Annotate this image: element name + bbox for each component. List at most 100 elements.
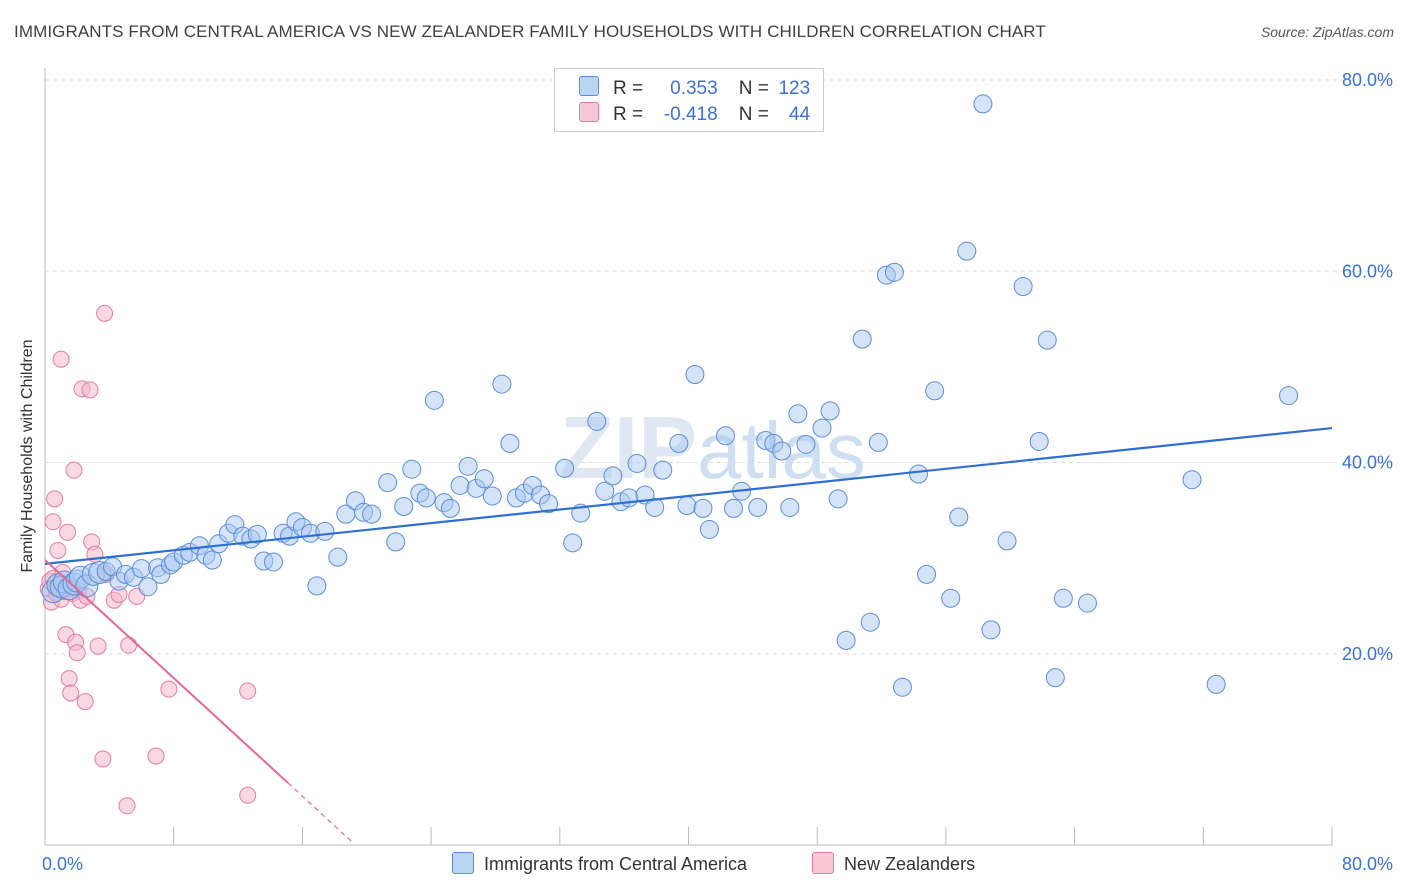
data-point-new-zealanders — [118, 797, 136, 815]
trend-line-new-zealanders-extension — [287, 782, 353, 843]
data-point-central-america — [957, 241, 977, 261]
data-point-central-america — [394, 496, 414, 516]
data-point-central-america — [884, 262, 904, 282]
data-point-central-america — [852, 329, 872, 349]
data-point-central-america — [693, 498, 713, 518]
data-point-new-zealanders — [160, 680, 178, 698]
data-point-central-america — [402, 459, 422, 479]
data-point-central-america — [315, 521, 335, 541]
data-point-new-zealanders — [46, 490, 64, 508]
legend-n-label: N = — [738, 104, 769, 125]
data-point-central-america — [482, 486, 502, 506]
data-point-central-america — [587, 411, 607, 431]
data-point-central-america — [860, 612, 880, 632]
data-point-central-america — [555, 458, 575, 478]
legend-row-central-america: R = 0.353 N = 123 — [579, 76, 810, 100]
data-point-central-america — [307, 576, 327, 596]
data-point-central-america — [685, 365, 705, 385]
data-point-central-america — [202, 550, 222, 570]
y-tick-label: 80.0% — [1342, 70, 1393, 90]
data-point-central-america — [500, 433, 520, 453]
data-point-new-zealanders — [52, 350, 70, 368]
legend-r-value: 0.353 — [670, 78, 718, 99]
data-point-central-america — [917, 564, 937, 584]
data-point-central-america — [981, 620, 1001, 640]
data-point-central-america — [868, 432, 888, 452]
y-tick-label: 60.0% — [1342, 261, 1393, 281]
legend-swatch-blue — [452, 852, 474, 874]
data-point-new-zealanders — [76, 693, 94, 711]
data-point-central-america — [132, 559, 152, 579]
data-point-central-america — [925, 381, 945, 401]
legend-label: New Zealanders — [844, 854, 976, 874]
legend-r-label: R = — [613, 104, 644, 125]
data-point-central-america — [440, 498, 460, 518]
x-tick-label: 80.0% — [1342, 854, 1393, 874]
data-point-central-america — [138, 577, 158, 597]
legend-r-value: -0.418 — [663, 104, 718, 125]
legend-item-new-zealanders: New Zealanders — [812, 852, 975, 875]
data-point-central-america — [1206, 674, 1226, 694]
data-point-central-america — [892, 677, 912, 697]
source-label: Source: ZipAtlas.com — [1260, 24, 1394, 40]
data-point-central-america — [1045, 668, 1065, 688]
data-point-central-america — [1053, 588, 1073, 608]
data-point-central-america — [949, 507, 969, 527]
data-point-central-america — [450, 475, 470, 495]
data-point-central-america — [836, 630, 856, 650]
y-tick-label: 20.0% — [1342, 644, 1393, 664]
data-point-new-zealanders — [62, 684, 80, 702]
axes — [44, 68, 1333, 846]
data-point-central-america — [724, 498, 744, 518]
legend-row-new-zealanders: R = -0.418 N = 44 — [579, 102, 810, 126]
data-point-new-zealanders — [239, 682, 257, 700]
data-point-new-zealanders — [89, 637, 107, 655]
data-point-central-america — [1077, 593, 1097, 613]
data-point-central-america — [828, 489, 848, 509]
data-point-central-america — [627, 453, 647, 473]
legend-n-value: 123 — [778, 78, 811, 99]
data-point-central-america — [941, 588, 961, 608]
data-point-central-america — [247, 524, 267, 544]
data-point-central-america — [1182, 470, 1202, 490]
data-point-new-zealanders — [147, 747, 165, 765]
legend-swatch-blue — [579, 76, 599, 96]
data-point-central-america — [669, 433, 689, 453]
data-point-new-zealanders — [96, 304, 114, 322]
data-point-central-america — [1037, 330, 1057, 350]
data-point-central-america — [492, 374, 512, 394]
data-point-central-america — [263, 552, 283, 572]
data-point-central-america — [677, 496, 697, 516]
data-point-central-america — [820, 401, 840, 421]
data-point-central-america — [539, 494, 559, 514]
data-point-new-zealanders — [68, 644, 86, 662]
data-point-central-america — [748, 497, 768, 517]
legend-r-label: R = — [613, 78, 644, 99]
data-point-central-america — [653, 460, 673, 480]
data-point-central-america — [796, 434, 816, 454]
data-point-central-america — [474, 469, 494, 489]
trend-line-central-america — [44, 426, 1333, 565]
new-zealanders-points — [39, 304, 257, 815]
legend-label: Immigrants from Central America — [484, 854, 748, 874]
data-point-central-america — [603, 466, 623, 486]
data-point-new-zealanders — [59, 523, 77, 541]
legend-n-value: 44 — [789, 104, 811, 125]
data-point-new-zealanders — [65, 461, 83, 479]
data-point-central-america — [386, 532, 406, 552]
y-tick-label: 40.0% — [1342, 453, 1393, 473]
data-point-central-america — [699, 519, 719, 539]
legend-swatch-pink — [812, 852, 834, 874]
trend-line-new-zealanders — [44, 559, 289, 784]
data-point-central-america — [1279, 386, 1299, 406]
data-point-central-america — [973, 94, 993, 114]
data-point-central-america — [772, 441, 792, 461]
tick-labels: 20.0% 40.0% 60.0% 80.0% 0.0% 80.0% — [42, 70, 1393, 874]
data-point-new-zealanders — [94, 750, 112, 768]
data-point-new-zealanders — [44, 513, 62, 531]
data-point-new-zealanders — [60, 670, 78, 688]
data-point-central-america — [328, 547, 348, 567]
data-point-central-america — [780, 497, 800, 517]
data-point-new-zealanders — [49, 541, 67, 559]
data-point-new-zealanders — [239, 786, 257, 804]
